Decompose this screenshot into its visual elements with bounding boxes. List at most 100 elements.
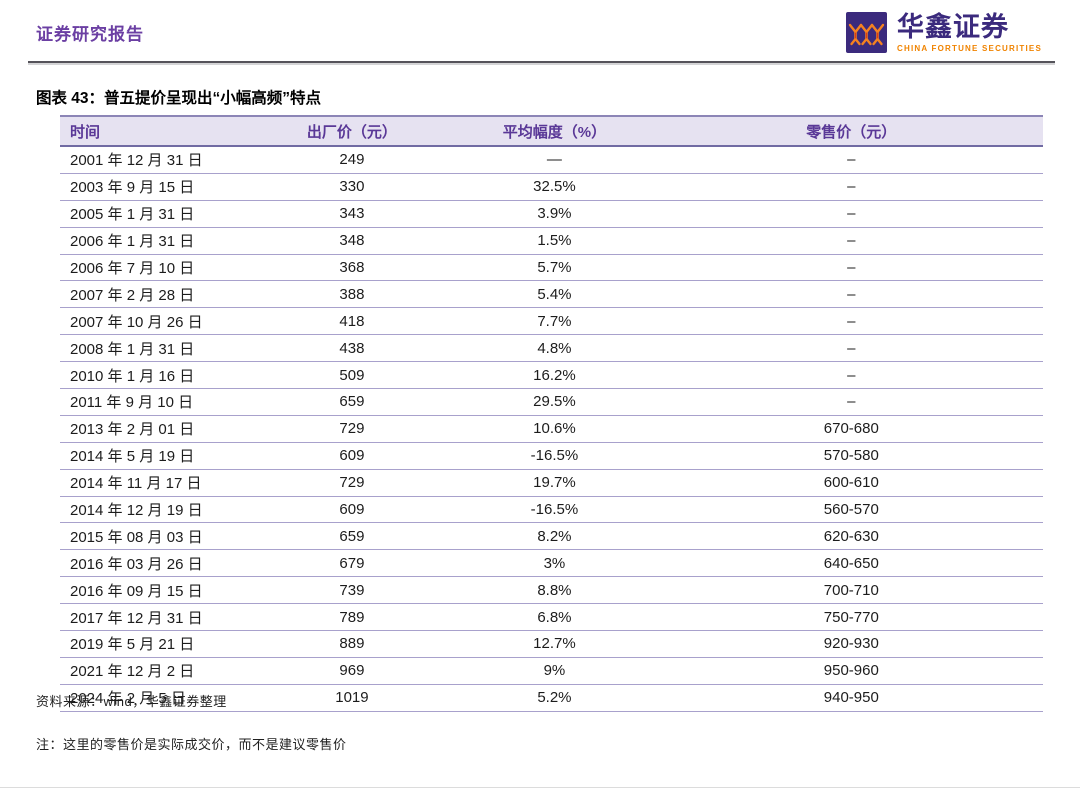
- cell-retail-price: 570-580: [659, 442, 1043, 470]
- table-row: 2019 年 5 月 21 日 889 12.7% 920-930: [60, 630, 1043, 658]
- table-row: 2007 年 2 月 28 日 388 5.4% –: [60, 280, 1043, 309]
- cell-date: 2010 年 1 月 16 日: [60, 361, 255, 390]
- cell-factory-price: 330: [254, 173, 450, 201]
- cell-date: 2014 年 11 月 17 日: [60, 469, 255, 497]
- cell-date: 2017 年 12 月 31 日: [60, 603, 255, 632]
- brand-name-cn: 华鑫证券: [897, 12, 1010, 42]
- cell-factory-price: 729: [254, 415, 450, 443]
- cell-retail-price: –: [659, 361, 1043, 390]
- table-row: 2005 年 1 月 31 日 343 3.9% –: [60, 200, 1043, 228]
- cell-avg-change: 16.2%: [449, 361, 660, 390]
- cell-retail-price: –: [659, 334, 1043, 363]
- cell-avg-change: -16.5%: [449, 442, 660, 470]
- cell-factory-price: 348: [254, 227, 450, 255]
- cell-retail-price: 560-570: [659, 496, 1043, 524]
- cell-factory-price: 1019: [254, 684, 450, 712]
- cell-avg-change: -16.5%: [449, 496, 660, 524]
- table-row: 2021 年 12 月 2 日 969 9% 950-960: [60, 657, 1043, 685]
- cell-retail-price: –: [659, 388, 1043, 416]
- cell-retail-price: 750-770: [659, 603, 1043, 632]
- cell-retail-price: 670-680: [659, 415, 1043, 443]
- table-row: 2013 年 2 月 01 日 729 10.6% 670-680: [60, 415, 1043, 443]
- table-row: 2015 年 08 月 03 日 659 8.2% 620-630: [60, 522, 1043, 551]
- cell-date: 2016 年 03 月 26 日: [60, 549, 255, 578]
- table-row: 2007 年 10 月 26 日 418 7.7% –: [60, 307, 1043, 336]
- cell-factory-price: 609: [254, 442, 450, 470]
- cell-date: 2014 年 5 月 19 日: [60, 442, 255, 470]
- cell-retail-price: 620-630: [659, 522, 1043, 551]
- cell-avg-change: 7.7%: [449, 307, 660, 336]
- cell-retail-price: 950-960: [659, 657, 1043, 685]
- header-divider: [28, 61, 1055, 63]
- cell-avg-change: 8.8%: [449, 576, 660, 605]
- cell-avg-change: 3%: [449, 549, 660, 578]
- table-row: 2003 年 9 月 15 日 330 32.5% –: [60, 173, 1043, 201]
- cell-factory-price: 438: [254, 334, 450, 363]
- cell-avg-change: 5.4%: [449, 280, 660, 309]
- brand-text: 华鑫证券 CHINA FORTUNE SECURITIES: [897, 12, 1042, 53]
- cell-retail-price: –: [659, 307, 1043, 336]
- cell-date: 2001 年 12 月 31 日: [60, 146, 255, 174]
- table-body: 2001 年 12 月 31 日 249— –2003 年 9 月 15 日 330 3…: [60, 146, 1043, 712]
- cell-date: 2005 年 1 月 31 日: [60, 200, 255, 228]
- table-row: 2014 年 12 月 19 日 609 -16.5% 560-570: [60, 496, 1043, 524]
- brand-name-en: CHINA FORTUNE SECURITIES: [897, 44, 1042, 53]
- cell-avg-change: 1.5%: [449, 227, 660, 255]
- cell-retail-price: –: [659, 173, 1043, 201]
- cell-date: 2014 年 12 月 19 日: [60, 496, 255, 524]
- retail-price-footnote: 注：这里的零售价是实际成交价，而不是建议零售价: [36, 737, 347, 752]
- cell-avg-change: —: [449, 146, 660, 174]
- table-row: 2010 年 1 月 16 日 509 16.2% –: [60, 361, 1043, 390]
- cell-factory-price: 388: [254, 280, 450, 309]
- cell-avg-change: 29.5%: [449, 388, 660, 416]
- col-header-avg-change: 平均幅度（%）: [449, 115, 660, 147]
- cell-avg-change: 10.6%: [449, 415, 660, 443]
- cell-avg-change: 32.5%: [449, 173, 660, 201]
- cell-date: 2024 年 2 月 5 日: [60, 684, 255, 712]
- cell-date: 2007 年 10 月 26 日: [60, 307, 255, 336]
- cell-factory-price: 659: [254, 388, 450, 416]
- three-figures-icon: [846, 12, 888, 53]
- cell-date: 2019 年 5 月 21 日: [60, 630, 255, 658]
- cell-avg-change: 9%: [449, 657, 660, 685]
- cell-avg-change: 8.2%: [449, 522, 660, 551]
- cell-factory-price: 609: [254, 496, 450, 524]
- cell-retail-price: 920-930: [659, 630, 1043, 658]
- cell-factory-price: 889: [254, 630, 450, 658]
- cell-factory-price: 969: [254, 657, 450, 685]
- cell-date: 2021 年 12 月 2 日: [60, 657, 255, 685]
- col-header-date: 时间: [60, 115, 255, 147]
- col-header-factory-price: 出厂价（元）: [254, 115, 450, 147]
- cell-date: 2011 年 9 月 10 日: [60, 388, 255, 416]
- cell-factory-price: 368: [254, 254, 450, 282]
- cell-factory-price: 729: [254, 469, 450, 497]
- figure-title: 图表 43：普五提价呈现出“小幅高频”特点: [36, 90, 322, 107]
- source-note: 资料来源：wind，华鑫证券整理: [36, 694, 227, 709]
- cell-retail-price: –: [659, 146, 1043, 174]
- table-row: 2006 年 1 月 31 日 348 1.5% –: [60, 227, 1043, 255]
- col-header-retail-price: 零售价（元）: [659, 115, 1043, 147]
- table-row: 2016 年 03 月 26 日 679 3% 640-650: [60, 549, 1043, 578]
- cell-retail-price: –: [659, 254, 1043, 282]
- cell-avg-change: 12.7%: [449, 630, 660, 658]
- cell-avg-change: 6.8%: [449, 603, 660, 632]
- cell-avg-change: 5.2%: [449, 684, 660, 712]
- cell-factory-price: 418: [254, 307, 450, 336]
- cell-date: 2016 年 09 月 15 日: [60, 576, 255, 605]
- cell-avg-change: 3.9%: [449, 200, 660, 228]
- table-header-row: 时间 出厂价（元） 平均幅度（%） 零售价（元）: [60, 115, 1043, 147]
- cell-factory-price: 789: [254, 603, 450, 632]
- cell-date: 2007 年 2 月 28 日: [60, 280, 255, 309]
- report-type-label: 证券研究报告: [36, 25, 144, 44]
- cell-retail-price: 940-950: [659, 684, 1043, 712]
- table-row: 2017 年 12 月 31 日 789 6.8% 750-770: [60, 603, 1043, 632]
- page-bottom-divider: [0, 787, 1080, 788]
- cell-retail-price: –: [659, 280, 1043, 309]
- price-history-table: 时间 出厂价（元） 平均幅度（%） 零售价（元） 2001 年 12 月 31 …: [60, 115, 1043, 712]
- cell-factory-price: 249: [254, 146, 450, 174]
- cell-date: 2006 年 7 月 10 日: [60, 254, 255, 282]
- table-row: 2016 年 09 月 15 日 739 8.8% 700-710: [60, 576, 1043, 605]
- cell-avg-change: 19.7%: [449, 469, 660, 497]
- cell-retail-price: 700-710: [659, 576, 1043, 605]
